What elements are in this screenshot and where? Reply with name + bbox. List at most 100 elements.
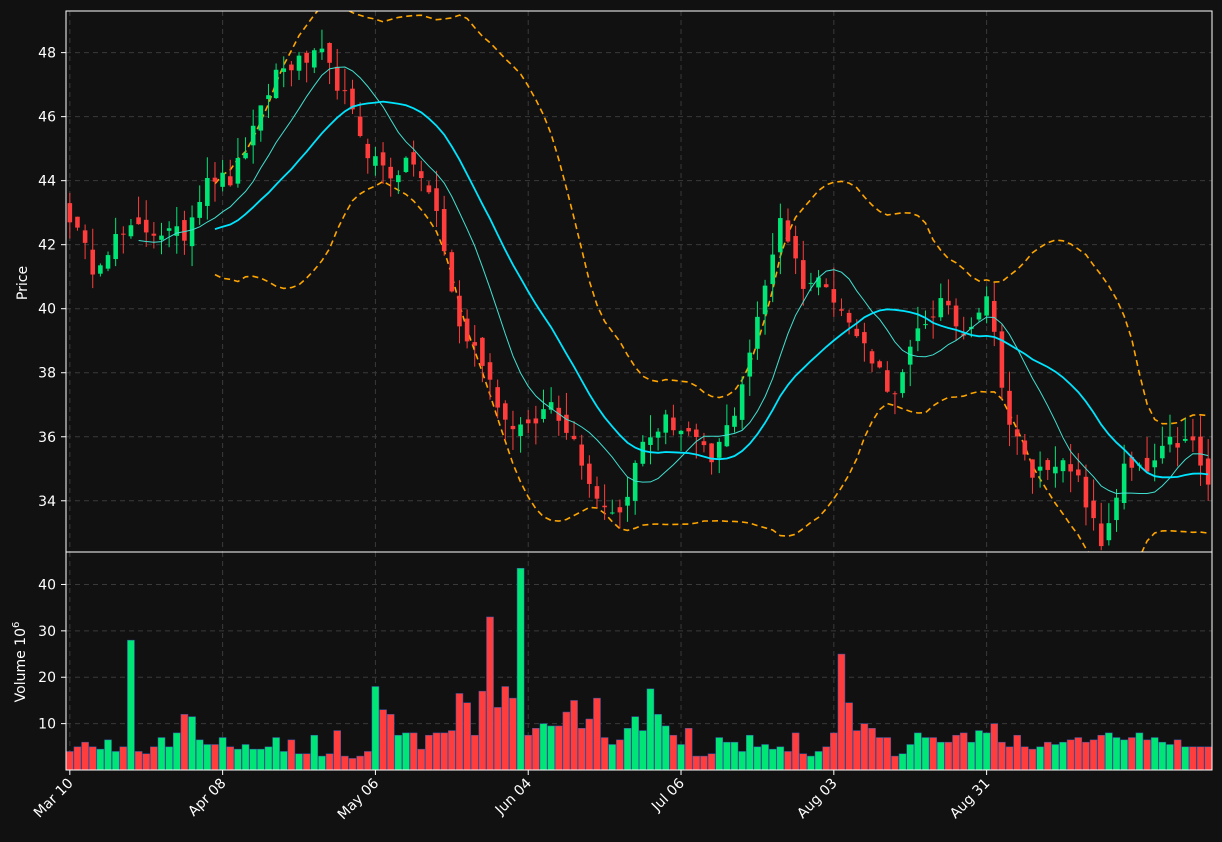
- candle-down: [503, 403, 508, 420]
- candle-down: [1098, 523, 1104, 547]
- candle-down: [380, 152, 386, 166]
- candle-down: [701, 441, 707, 446]
- candle-down: [1014, 429, 1020, 437]
- volume-bar-down: [929, 737, 937, 771]
- volume-bar-down: [990, 723, 999, 771]
- candle-down: [357, 116, 363, 137]
- bollinger-bands: [214, 11, 1209, 552]
- volume-bar-up: [623, 728, 632, 771]
- volume-bar-down: [73, 746, 82, 771]
- candle-up: [273, 69, 279, 99]
- candle-up: [1114, 497, 1119, 521]
- volume-bar-up: [738, 751, 746, 771]
- volume-bar-down: [325, 753, 334, 771]
- volume-bar-up: [104, 739, 112, 771]
- candle-down: [1129, 456, 1135, 468]
- volume-bar-down: [1021, 746, 1029, 771]
- candle-down: [411, 152, 416, 165]
- volume-bar-up: [1181, 746, 1190, 771]
- volume-bar-down: [119, 746, 128, 771]
- volume-bar-down: [791, 732, 800, 771]
- volume-bar-down: [364, 751, 372, 771]
- volume-bar-up: [1051, 744, 1060, 771]
- candle-down: [946, 300, 951, 306]
- candle-up: [632, 462, 638, 501]
- candle-up: [174, 226, 180, 236]
- volume-bar-up: [318, 755, 326, 771]
- candle-down: [823, 284, 829, 288]
- volume-bar-up: [646, 688, 655, 771]
- candle-up: [541, 409, 546, 419]
- volume-bar-down: [1128, 737, 1136, 771]
- volume-bar-up: [753, 746, 762, 771]
- volume-bar-down: [830, 732, 838, 771]
- volume-bar-up: [539, 723, 548, 771]
- candle-down: [365, 143, 371, 159]
- volume-bar-down: [707, 753, 716, 771]
- volume-bar-down: [532, 728, 540, 771]
- candle-down: [999, 331, 1005, 388]
- volume-bar-down: [669, 734, 678, 771]
- volume-axis-label-text: Volume 10: [13, 628, 29, 702]
- volume-bar-down: [1074, 737, 1083, 771]
- volume-bar-down: [860, 723, 869, 771]
- candle-up: [220, 172, 225, 187]
- candle-down: [1022, 440, 1028, 455]
- volume-bar-down: [81, 741, 89, 771]
- volume-bar-up: [195, 739, 204, 771]
- candle-down: [449, 252, 455, 292]
- volume-bar-up: [921, 737, 930, 771]
- candle-down: [90, 249, 96, 275]
- volume-bar-up: [982, 732, 991, 771]
- candle-down: [533, 418, 539, 424]
- volume-bar-up: [937, 741, 945, 771]
- lower-band-line: [214, 180, 1209, 552]
- volume-bar-up: [157, 737, 166, 771]
- candle-down: [136, 217, 141, 225]
- volume-bar-down: [493, 707, 502, 771]
- volume-bars: [66, 567, 1212, 771]
- candle-up: [655, 431, 661, 438]
- volume-bar-down: [379, 709, 387, 771]
- candle-up: [923, 324, 928, 326]
- volume-bar-down: [440, 732, 448, 771]
- candle-up: [724, 425, 730, 447]
- volume-bar-up: [906, 744, 914, 771]
- volume-bar-up: [715, 737, 723, 771]
- volume-bar-down: [180, 714, 189, 771]
- price-tick-label: 48: [38, 46, 56, 62]
- volume-bar-up: [768, 748, 777, 771]
- volume-bar-down: [386, 714, 395, 771]
- candle-up: [1182, 438, 1188, 441]
- volume-bar-down: [952, 734, 960, 771]
- candle-down: [67, 203, 73, 223]
- volume-panel-frame: [65, 551, 1213, 771]
- candle-down: [991, 300, 997, 332]
- ma-slow-line: [214, 100, 1209, 479]
- volume-bar-down: [88, 746, 97, 771]
- candle-down: [334, 66, 340, 91]
- volume-bar-up: [547, 725, 555, 771]
- candle-down: [846, 312, 852, 323]
- volume-bar-up: [241, 744, 250, 771]
- volume-bar-down: [1189, 746, 1197, 771]
- candle-down: [510, 425, 516, 430]
- volume-bar-up: [1135, 732, 1144, 771]
- candle-down: [617, 507, 623, 513]
- volume-bar-up: [776, 746, 785, 771]
- candle-down: [289, 64, 294, 71]
- candle-up: [770, 254, 775, 285]
- candle-down: [839, 309, 844, 311]
- volume-tick-label: 20: [38, 670, 56, 686]
- volume-bar-down: [486, 616, 494, 771]
- candle-down: [930, 316, 936, 318]
- volume-bar-up: [234, 748, 242, 771]
- volume-bar-down: [142, 753, 150, 771]
- candle-up: [189, 217, 195, 247]
- candle-down: [1091, 500, 1096, 519]
- candle-down: [1175, 443, 1180, 448]
- candle-up: [312, 50, 317, 68]
- candle-down: [1198, 436, 1203, 466]
- candle-down: [953, 305, 959, 327]
- volume-bar-down: [845, 702, 853, 771]
